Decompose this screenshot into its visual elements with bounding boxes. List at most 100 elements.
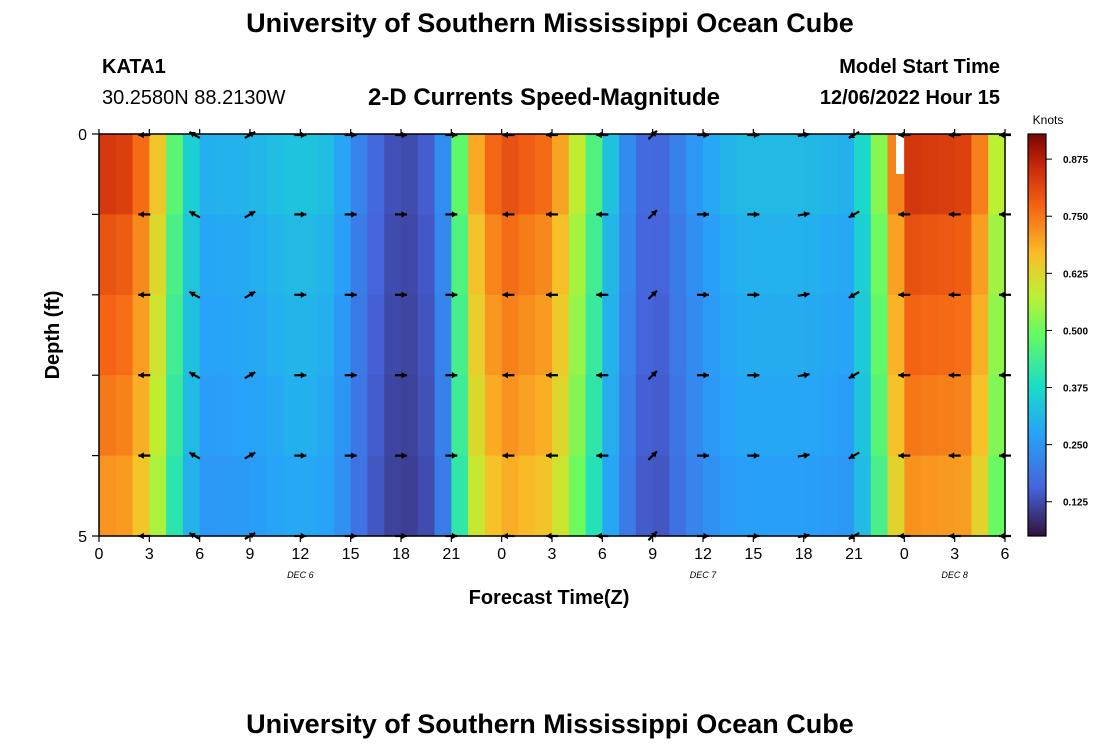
heatmap-cell — [166, 214, 184, 296]
colorbar-tick-label: 0.500 — [1063, 326, 1088, 337]
heatmap-cell — [820, 134, 838, 215]
heatmap-cell — [317, 294, 335, 376]
heatmap-cell — [149, 214, 167, 296]
heatmap-cell — [736, 294, 754, 376]
x-tick-label: 21 — [442, 546, 460, 563]
heatmap-cell — [434, 134, 452, 215]
heatmap-cell — [602, 134, 620, 215]
heatmap-cell — [216, 455, 234, 537]
heatmap-cell — [619, 294, 637, 376]
heatmap-cell — [367, 455, 385, 537]
heatmap-cell — [803, 214, 822, 296]
heatmap-cell — [233, 134, 251, 215]
heatmap-cell — [401, 455, 419, 537]
x-tick-label: 0 — [497, 546, 506, 563]
x-tick-label: 3 — [950, 546, 959, 563]
heatmap-cell — [401, 134, 419, 215]
heatmap-cell — [300, 134, 318, 215]
heatmap-cell — [250, 214, 268, 296]
heatmap-cell — [736, 214, 754, 296]
page-title-repeat: University of Southern Mississippi Ocean… — [246, 709, 854, 739]
heatmap-cell — [803, 134, 822, 215]
x-tick-label: 3 — [548, 546, 557, 563]
day-label: DEC 7 — [690, 570, 718, 580]
heatmap-cell — [233, 455, 251, 537]
heatmap-cell — [166, 455, 184, 537]
heatmap-cell — [99, 294, 117, 376]
heatmap-cell — [703, 134, 721, 215]
heatmap-cell — [434, 455, 452, 537]
heatmap-cell — [250, 455, 268, 537]
current-arrow — [445, 372, 458, 379]
current-arrow — [445, 211, 458, 218]
x-tick-label: 9 — [648, 546, 657, 563]
heatmap-cell — [786, 455, 805, 537]
heatmap-cell — [837, 375, 855, 457]
heatmap-cell — [132, 375, 150, 457]
current-arrow — [546, 372, 558, 379]
heatmap-cell — [719, 375, 738, 457]
heatmap-cell — [350, 455, 369, 537]
heatmap-cell — [367, 375, 385, 457]
heatmap-cell — [132, 294, 150, 376]
heatmap-cell — [585, 455, 603, 537]
heatmap-cell — [518, 375, 536, 457]
heatmap-cell — [266, 294, 285, 376]
heatmap-cell — [283, 294, 301, 376]
heatmap-cell — [250, 134, 268, 215]
heatmap-cell — [501, 134, 520, 215]
heatmap-cell — [501, 214, 520, 296]
heatmap-cell — [518, 134, 536, 215]
heatmap-cell — [367, 134, 385, 215]
heatmap-cell — [803, 455, 822, 537]
heatmap-cell — [870, 134, 889, 215]
heatmap-cell — [568, 375, 587, 457]
heatmap-cell — [99, 375, 117, 457]
day-label: DEC 8 — [941, 570, 968, 580]
current-arrow — [697, 452, 709, 459]
heatmap-cell — [568, 214, 587, 296]
current-arrow — [848, 290, 860, 299]
heatmap-cell — [266, 455, 285, 537]
heatmap-cell — [451, 134, 469, 215]
heatmap-cell — [333, 134, 352, 215]
heatmap-cell — [484, 375, 503, 457]
current-arrow — [898, 211, 911, 218]
x-tick-label: 18 — [392, 546, 410, 563]
heatmap-cell — [149, 455, 167, 537]
heatmap-cell — [182, 134, 201, 215]
heatmap-cell — [736, 134, 754, 215]
heatmap-cell — [619, 455, 637, 537]
heatmap-cell — [887, 214, 905, 296]
heatmap-cell — [686, 375, 704, 457]
chart-subtitle: 2-D Currents Speed-Magnitude — [368, 84, 721, 111]
x-tick-label: 15 — [744, 546, 762, 563]
current-arrow — [546, 452, 558, 459]
heatmap-cell — [350, 214, 369, 296]
heatmap-cell — [753, 375, 771, 457]
heatmap-cell — [786, 375, 805, 457]
heatmap-cell — [820, 455, 838, 537]
heatmap-cell — [535, 455, 553, 537]
heatmap-cell — [971, 375, 989, 457]
heatmap-cell — [317, 134, 335, 215]
current-arrow — [138, 452, 151, 459]
current-arrow — [188, 371, 201, 380]
heatmap-cell — [937, 375, 956, 457]
heatmap-cell — [770, 214, 788, 296]
heatmap-cell — [317, 214, 335, 296]
current-arrow — [697, 211, 709, 218]
current-arrow — [395, 372, 407, 379]
heatmap-cell — [552, 134, 570, 215]
model-start-value: 12/06/2022 Hour 15 — [819, 87, 1000, 109]
heatmap-cell — [317, 455, 335, 537]
heatmap-cell — [518, 294, 536, 376]
current-arrow — [697, 372, 709, 379]
current-arrow — [395, 452, 407, 459]
heatmap-cell — [518, 214, 536, 296]
heatmap-cell — [635, 455, 654, 537]
heatmap-cell — [199, 214, 218, 296]
heatmap-cell — [300, 294, 318, 376]
heatmap-cell — [854, 375, 872, 457]
heatmap-cell — [635, 375, 654, 457]
